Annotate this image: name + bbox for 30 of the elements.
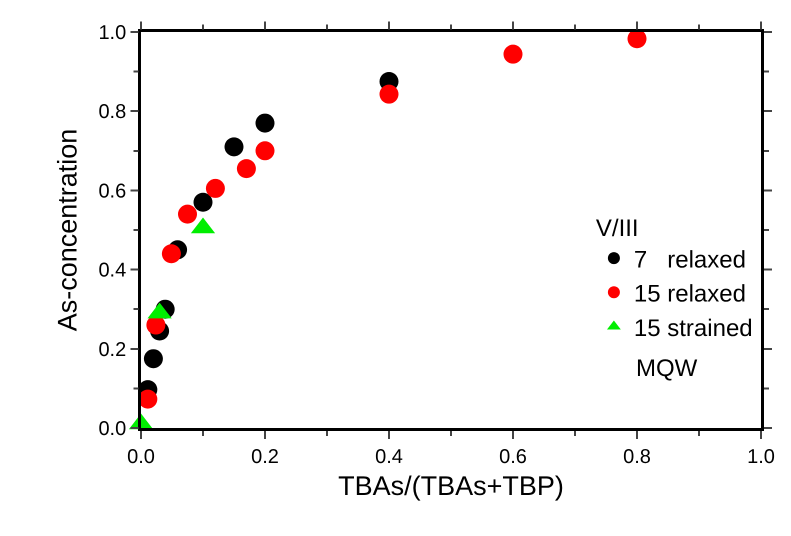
x-tick-label: 0.8 [623, 446, 651, 468]
x-tick-label: 0.4 [375, 446, 403, 468]
y-tick-label: 0.8 [98, 101, 126, 124]
point [178, 204, 197, 224]
point [206, 178, 225, 198]
legend-label: 15 relaxed [634, 280, 746, 308]
point [162, 244, 181, 264]
point [504, 44, 522, 64]
x-tick-label: 0.0 [127, 446, 155, 468]
x-tick-label: 1.0 [747, 446, 775, 468]
x-axis-title: TBAs/(TBAs+TBP) [338, 471, 564, 502]
y-tick-label: 0.6 [98, 180, 126, 202]
point [194, 192, 212, 212]
y-tick-label: 0.0 [98, 418, 126, 440]
annotation: MQW [636, 355, 698, 382]
legend-label: 7 relaxed [634, 246, 746, 274]
x-tick-label: 0.6 [499, 446, 527, 468]
point [256, 141, 274, 160]
point [236, 159, 256, 178]
y-tick-label: 0.2 [98, 338, 126, 361]
legend-label: 15 strained [634, 314, 753, 342]
y-axis-title: As-concentration [52, 128, 82, 332]
point [224, 137, 244, 156]
y-tick-label: 0.4 [98, 260, 126, 282]
point [256, 114, 274, 133]
y-tick-label: 1.0 [98, 22, 126, 44]
point [144, 349, 163, 368]
legend-title: V/III [596, 215, 639, 242]
point [380, 84, 398, 104]
x-tick-label: 0.2 [251, 446, 279, 468]
